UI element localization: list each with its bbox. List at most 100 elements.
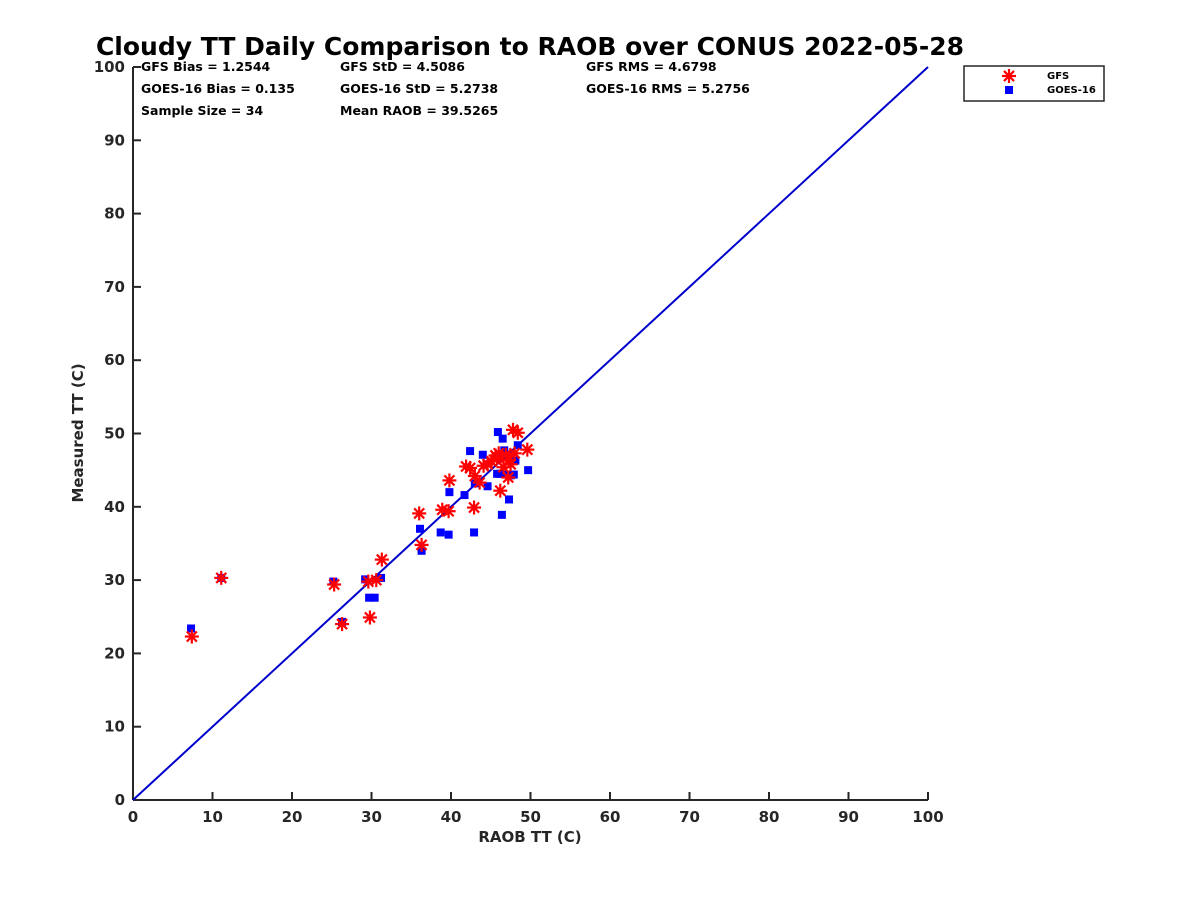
legend-goes-marker: [1005, 86, 1013, 94]
gfs-point: [501, 470, 516, 485]
y-tick-label: 60: [104, 351, 125, 369]
goes16-point: [483, 482, 492, 491]
x-tick-label: 100: [912, 808, 943, 826]
y-tick-label: 80: [104, 205, 125, 223]
goes16-point: [187, 624, 196, 633]
gfs-point: [412, 506, 427, 521]
goes16-point: [377, 573, 386, 582]
gfs-point: [369, 573, 384, 588]
one-to-one-line: [132, 66, 929, 801]
goes16-point: [365, 593, 374, 602]
stats-block: GFS Bias = 1.2544 GFS StD = 4.5086 GFS R…: [141, 59, 750, 118]
asterisk-stroke: [502, 471, 515, 484]
x-tick-label: 60: [600, 808, 621, 826]
x-tick-label: 40: [441, 808, 462, 826]
x-tick-label: 10: [202, 808, 223, 826]
legend-gfs-asterisk: [1002, 69, 1016, 83]
gfs-point: [502, 452, 517, 467]
gfs-point: [335, 617, 350, 632]
goes16-point: [460, 491, 469, 500]
gfs-point: [362, 610, 377, 625]
x-axis-label: RAOB TT (C): [478, 828, 581, 846]
stat-goes-rms: GOES-16 RMS = 5.2756: [586, 81, 750, 96]
stat-gfs-bias: GFS Bias = 1.2544: [141, 59, 271, 74]
asterisk-stroke: [415, 539, 428, 551]
asterisk-stroke: [473, 476, 486, 489]
gfs-point: [214, 570, 229, 585]
y-tick-label: 40: [104, 498, 125, 516]
gfs-point: [414, 537, 429, 552]
data-points: [184, 422, 535, 644]
legend-goes-label: GOES-16: [1047, 85, 1096, 96]
legend-gfs-marker: [1002, 69, 1016, 83]
asterisk-stroke: [442, 505, 455, 518]
asterisk-stroke: [1003, 70, 1015, 82]
chart-title: Cloudy TT Daily Comparison to RAOB over …: [96, 32, 964, 61]
asterisk-stroke: [376, 553, 388, 566]
goes16-point: [445, 488, 454, 497]
goes16-point: [478, 450, 487, 459]
goes16-point: [505, 495, 514, 504]
stat-gfs-rms: GFS RMS = 4.6798: [586, 59, 717, 74]
asterisk-stroke: [328, 578, 340, 591]
gfs-point: [520, 442, 535, 457]
y-tick-label: 100: [94, 58, 125, 76]
y-tick-label: 70: [104, 278, 125, 296]
asterisk-stroke: [494, 484, 507, 497]
goes16-point: [370, 593, 379, 602]
stat-sample-size: Sample Size = 34: [141, 103, 263, 118]
x-tick-label: 70: [679, 808, 700, 826]
gfs-point: [490, 450, 505, 465]
asterisk-stroke: [503, 454, 515, 466]
gfs-point: [441, 504, 456, 519]
goes16-point: [436, 528, 445, 537]
y-tick-label: 0: [115, 791, 125, 809]
legend-gfs-label: GFS: [1047, 71, 1069, 82]
y-axis-label: Measured TT (C): [69, 363, 87, 502]
asterisk-stroke: [511, 426, 524, 439]
asterisk-stroke: [491, 451, 503, 464]
goes16-point: [493, 428, 502, 437]
asterisk-stroke: [469, 470, 481, 482]
stat-goes-bias: GOES-16 Bias = 0.135: [141, 81, 295, 96]
asterisk-stroke: [364, 611, 376, 624]
legend-box: [963, 65, 1105, 102]
asterisk-stroke: [443, 474, 456, 487]
goes16-point: [466, 447, 475, 456]
goes16-point: [500, 446, 509, 455]
y-tick-label: 90: [104, 131, 125, 149]
goes16-point: [444, 530, 453, 539]
y-axis-ticks: 0 10 20 30 40 50 60 70 80 90 100: [94, 58, 141, 809]
goes16-point: [509, 470, 518, 479]
goes16-point: [498, 434, 507, 443]
gfs-point: [374, 552, 389, 567]
x-tick-label: 50: [520, 808, 541, 826]
gfs-point: [510, 425, 525, 440]
asterisk-stroke: [521, 443, 534, 456]
gfs-point: [327, 577, 342, 592]
goes16-point: [497, 510, 506, 519]
legend: GFS GOES-16: [963, 65, 1105, 102]
goes16-point: [493, 469, 502, 478]
asterisk-stroke: [336, 618, 348, 630]
gfs-point: [442, 473, 457, 488]
goes16-point: [415, 524, 424, 533]
asterisk-stroke: [464, 462, 476, 474]
y-tick-label: 50: [104, 425, 125, 443]
asterisk-stroke: [370, 574, 383, 586]
goes16-point: [470, 528, 479, 537]
stat-gfs-std: GFS StD = 4.5086: [340, 59, 465, 74]
goes16-point: [524, 466, 533, 475]
gfs-point: [467, 500, 482, 515]
x-tick-label: 90: [838, 808, 859, 826]
stat-goes-std: GOES-16 StD = 5.2738: [340, 81, 498, 96]
asterisk-stroke: [186, 630, 198, 643]
goes16-point: [513, 441, 522, 450]
y-tick-label: 30: [104, 571, 125, 589]
asterisk-stroke: [468, 501, 480, 514]
asterisk-stroke: [362, 575, 375, 588]
gfs-point: [493, 483, 508, 498]
x-tick-label: 0: [128, 808, 138, 826]
x-tick-label: 80: [759, 808, 780, 826]
